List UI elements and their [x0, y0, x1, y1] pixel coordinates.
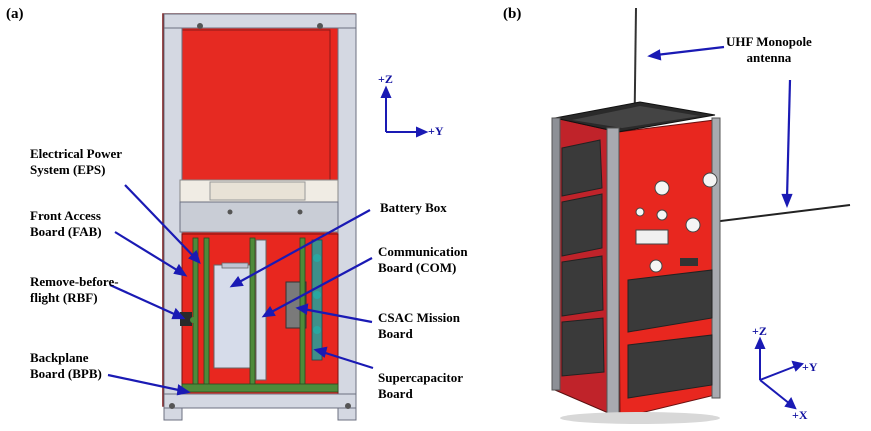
- label-bpb-line1: Backplane: [30, 350, 89, 365]
- top-panel-a: [179, 29, 331, 181]
- label-uhf-line1: UHF Monopole: [726, 34, 812, 49]
- com-board-a: [255, 239, 267, 381]
- axis-a-z: +Z: [378, 72, 393, 86]
- label-rbf-line2: flight (RBF): [30, 290, 98, 305]
- face-components-b: [635, 172, 718, 273]
- solar-panels-right-b: [627, 269, 713, 399]
- label-eps-line2: System (EPS): [30, 162, 106, 177]
- panel-tag-b: (b): [503, 6, 522, 22]
- label-com-line2: Board (COM): [378, 260, 457, 275]
- rail-front-b: [606, 127, 620, 421]
- bottom-cap-a: [163, 393, 357, 409]
- axis-a-y: +Y: [428, 124, 444, 138]
- label-fab-line2: Board (FAB): [30, 224, 102, 239]
- label-bpb-line2: Board (BPB): [30, 366, 102, 381]
- axes-triad-a: [380, 85, 429, 138]
- label-rbf-line1: Remove-before-: [30, 274, 119, 289]
- label-csac-line1: CSAC Mission: [378, 310, 460, 325]
- label-uhf: UHF Monopole antenna: [726, 34, 812, 66]
- panel-tag-a: (a): [6, 6, 24, 22]
- label-com-line1: Communication: [378, 244, 468, 259]
- top-cap-a: [163, 13, 357, 29]
- fab-board-a: [203, 237, 210, 389]
- label-fab-line1: Front Access: [30, 208, 101, 223]
- leader-lines-a: [107, 184, 374, 396]
- label-supercap-line1: Supercapacitor: [378, 370, 463, 385]
- battery-box-a: [213, 264, 255, 369]
- label-supercap: Supercapacitor Board: [378, 370, 463, 402]
- frame-plate-a: [179, 201, 339, 233]
- label-supercap-line2: Board: [378, 386, 413, 401]
- label-uhf-line2: antenna: [746, 50, 792, 65]
- label-bpb: Backplane Board (BPB): [30, 350, 102, 382]
- label-battery-box: Battery Box: [380, 200, 447, 215]
- left-rail-a: [163, 13, 183, 421]
- label-eps: Electrical Power System (EPS): [30, 146, 122, 178]
- label-csac-line2: Board: [378, 326, 413, 341]
- backplane-board-a: [181, 383, 339, 393]
- label-rbf: Remove-before- flight (RBF): [30, 274, 119, 306]
- solar-panels-left-b: [561, 139, 605, 377]
- leader-lines-b: [647, 45, 793, 208]
- axis-b-z: +Z: [752, 324, 767, 338]
- label-csac: CSAC Mission Board: [378, 310, 460, 342]
- label-eps-line1: Electrical Power: [30, 146, 123, 161]
- rbf-switch-a: [180, 312, 192, 326]
- axes-triad-b: [754, 336, 804, 410]
- axis-b-y: +Y: [802, 360, 818, 374]
- label-fab: Front Access Board (FAB): [30, 208, 102, 240]
- label-com: Communication Board (COM): [378, 244, 468, 276]
- axis-b-x: +X: [792, 408, 808, 422]
